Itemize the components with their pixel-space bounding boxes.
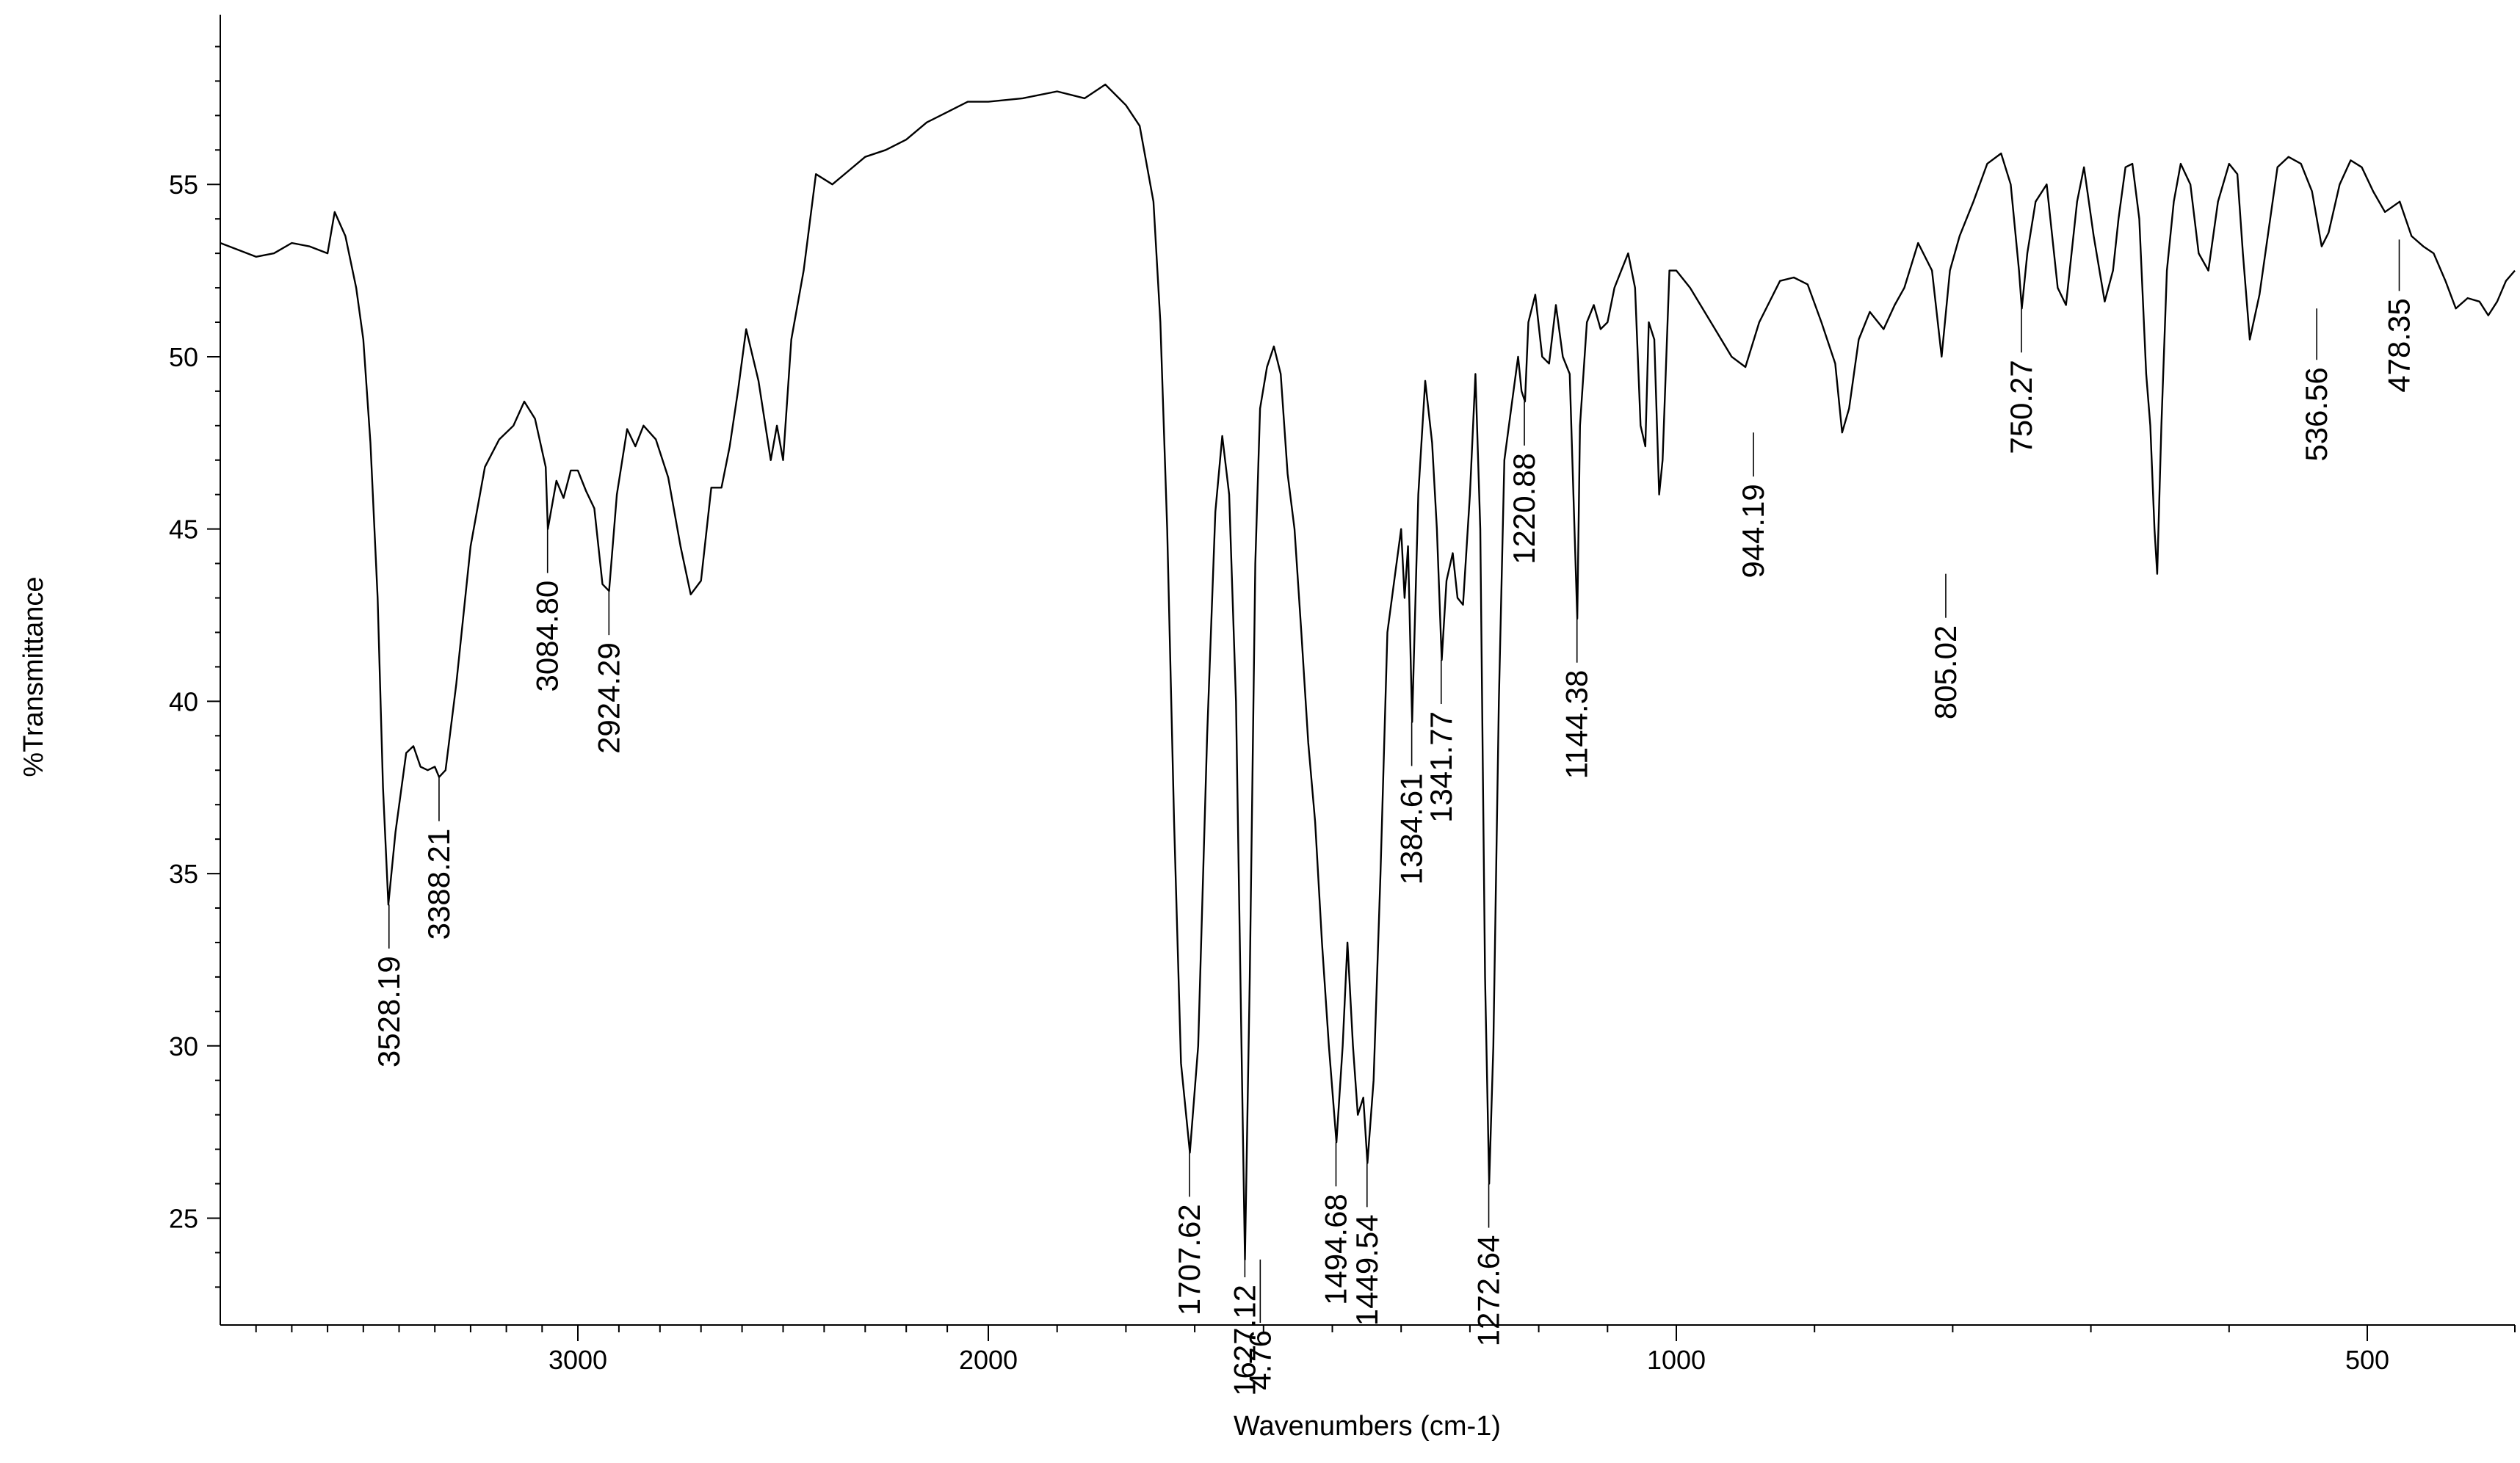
peak-label: 1707.62 [1172,1204,1206,1315]
peak-label: 3084.80 [530,581,565,692]
peak-label: 1144.38 [1560,670,1594,780]
y-tick-label: 40 [169,686,198,716]
plot-area [220,83,2516,1260]
y-tick-label: 30 [169,1031,198,1061]
axes: 25 30 35 40 45 50 55 3000 2000 1000 500 [169,15,2516,1375]
peak-label: 1220.88 [1507,453,1541,564]
peak-label: 1384.61 [1394,774,1429,885]
spectrum-line [220,83,2516,1260]
peak-label: 478.35 [2382,298,2416,392]
peak-label: 4.76 [1242,1330,1277,1390]
peak-label: 1627.12 [1227,1285,1261,1396]
peak-label: 805.02 [1928,625,1963,719]
x-tick-label: 500 [2345,1345,2389,1375]
peak-label: 536.56 [2299,367,2333,461]
y-tick-label: 55 [169,170,198,200]
x-tick-label: 3000 [548,1345,607,1375]
y-tick-label: 50 [169,342,198,372]
x-tick-label: 2000 [959,1345,1018,1375]
peak-label: 750.27 [2004,360,2038,454]
x-axis-title: Wavenumbers (cm-1) [1234,1411,1501,1442]
peak-label: 3528.19 [372,956,406,1067]
peak-label: 1449.54 [1350,1214,1384,1326]
y-axis-title: %Transmittance [18,576,49,777]
y-tick-label: 25 [169,1203,198,1233]
y-tick-label: 35 [169,859,198,889]
peak-label: 1341.77 [1424,711,1458,823]
peak-label: 2924.29 [591,642,626,754]
peak-annotations: 3528.19 3388.21 3084.80 2924.29 1707.62 1627.… [372,239,2416,1396]
y-tick-label: 45 [169,515,198,545]
peak-label: 3388.21 [421,829,456,940]
peak-label: 1494.68 [1319,1194,1353,1305]
peak-label: 1272.64 [1471,1235,1506,1347]
x-tick-label: 1000 [1647,1345,1706,1375]
peak-label: 944.19 [1736,484,1770,578]
